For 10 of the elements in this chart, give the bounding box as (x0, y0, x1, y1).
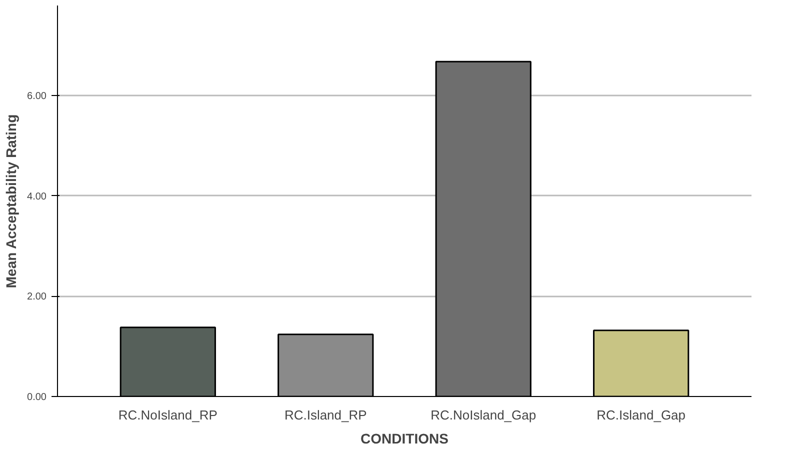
y-tick-label: 6.00 (27, 91, 47, 102)
y-tick-label: 2.00 (27, 292, 47, 303)
y-tick-label: 4.00 (27, 191, 47, 202)
y-axis-title: Mean Acceptability Rating (3, 114, 20, 288)
x-tick-label: RC.Island_RP (284, 408, 367, 422)
y-tick-label: 0.00 (27, 392, 47, 403)
x-tick-label: RC.NoIsland_RP (118, 408, 218, 422)
x-tick-label: RC.NoIsland_Gap (430, 408, 536, 422)
x-tick-label: RC.Island_Gap (596, 408, 686, 422)
x-axis-title: CONDITIONS (360, 430, 448, 446)
